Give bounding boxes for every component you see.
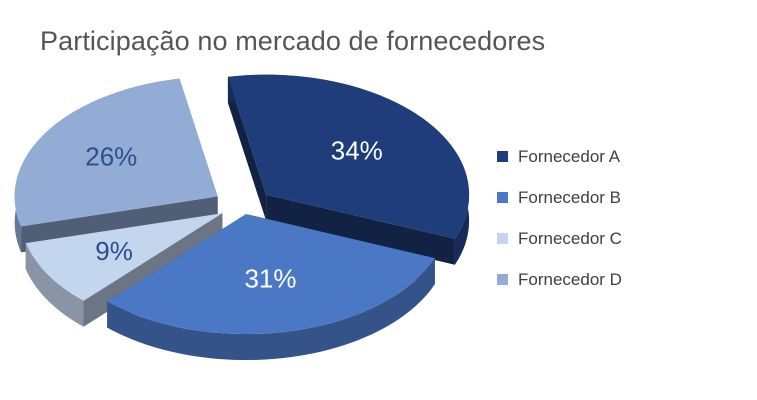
legend-label: Fornecedor B (518, 187, 621, 207)
legend-label: Fornecedor C (518, 228, 622, 248)
legend-swatch (497, 151, 508, 162)
legend-item: Fornecedor A (497, 136, 622, 177)
data-label-fornecedor-c: 9% (95, 236, 133, 266)
chart-title: Participação no mercado de fornecedores (40, 26, 546, 56)
legend-item: Fornecedor D (497, 259, 622, 300)
legend-item: Fornecedor C (497, 218, 622, 259)
data-label-fornecedor-b: 31% (244, 264, 296, 294)
legend-label: Fornecedor D (518, 269, 622, 289)
legend-swatch (497, 192, 508, 203)
pie-slice-fornecedor-a (227, 74, 470, 265)
data-label-fornecedor-a: 34% (331, 135, 383, 165)
legend-swatch (497, 233, 508, 244)
legend-item: Fornecedor B (497, 177, 622, 218)
legend-label: Fornecedor A (518, 146, 621, 166)
data-label-fornecedor-d: 26% (85, 142, 137, 172)
legend: Fornecedor A Fornecedor B Fornecedor C Forn… (497, 136, 622, 300)
pie-slice-fornecedor-b (107, 214, 435, 361)
legend-swatch (497, 274, 508, 285)
